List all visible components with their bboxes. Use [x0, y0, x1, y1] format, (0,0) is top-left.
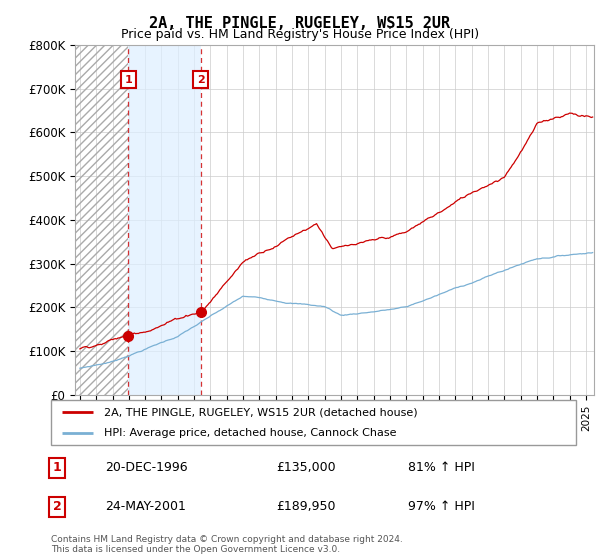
Text: 81% ↑ HPI: 81% ↑ HPI [408, 461, 475, 474]
Text: 1: 1 [124, 75, 132, 85]
Bar [128, 45, 200, 395]
Text: 2: 2 [197, 75, 205, 85]
Bar [75, 45, 128, 395]
Text: 20-DEC-1996: 20-DEC-1996 [105, 461, 188, 474]
Text: 2A, THE PINGLE, RUGELEY, WS15 2UR (detached house): 2A, THE PINGLE, RUGELEY, WS15 2UR (detac… [104, 408, 417, 418]
Text: Price paid vs. HM Land Registry's House Price Index (HPI): Price paid vs. HM Land Registry's House … [121, 28, 479, 41]
FancyBboxPatch shape [51, 400, 576, 445]
Text: Contains HM Land Registry data © Crown copyright and database right 2024.
This d: Contains HM Land Registry data © Crown c… [51, 535, 403, 554]
Text: £135,000: £135,000 [276, 461, 335, 474]
Text: HPI: Average price, detached house, Cannock Chase: HPI: Average price, detached house, Cann… [104, 428, 396, 438]
Text: £189,950: £189,950 [276, 500, 335, 514]
Text: 2: 2 [53, 500, 61, 514]
Text: 1: 1 [53, 461, 61, 474]
Text: 97% ↑ HPI: 97% ↑ HPI [408, 500, 475, 514]
Text: 2A, THE PINGLE, RUGELEY, WS15 2UR: 2A, THE PINGLE, RUGELEY, WS15 2UR [149, 16, 451, 31]
Text: 24-MAY-2001: 24-MAY-2001 [105, 500, 186, 514]
